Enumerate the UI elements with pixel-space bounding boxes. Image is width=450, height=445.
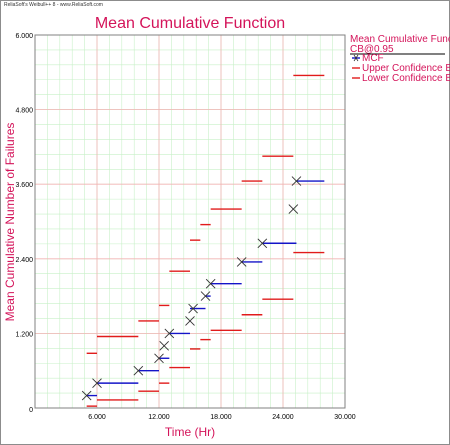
- marker-stroke: [164, 328, 175, 339]
- legend: Mean Cumulative Function CB@0.95 MCFUppe…: [350, 34, 450, 84]
- header-credit: ReliaSoft's Weibull++ 8 - www.ReliaSoft.…: [4, 2, 103, 8]
- y-tick-label-zero: 0: [29, 407, 33, 414]
- x-tick-label: 30.000: [334, 414, 356, 421]
- marker-stroke: [133, 365, 144, 376]
- marker-stroke: [236, 257, 247, 267]
- marker-stroke: [291, 176, 302, 186]
- axis-layer: 6.000 12.000 18.000 24.000 30.000 1.200 2.400 3…: [15, 33, 355, 421]
- legend-title: Mean Cumulative Function: [350, 34, 450, 45]
- mcf-point-marker: [236, 257, 247, 267]
- mcf-point-marker: [288, 204, 299, 214]
- grid-layer: [35, 35, 345, 408]
- plot-frame: [34, 34, 346, 409]
- mcf-point-marker: [257, 238, 268, 249]
- legend-marker: [353, 54, 359, 62]
- mcf-point-marker: [133, 365, 144, 376]
- mcf-point-marker: [291, 176, 302, 186]
- x-tick-label: 12.000: [148, 414, 170, 421]
- legend-label-upper-bound: Upper Confidence Bounds: [362, 63, 450, 74]
- mcf-point-marker: [188, 303, 198, 314]
- mcf-point-marker: [92, 378, 102, 388]
- mcf-point-marker: [185, 316, 195, 326]
- legend-label-lower-bound: Lower Confidence Bounds: [362, 73, 450, 84]
- marker-stroke: [205, 278, 216, 289]
- y-tick-label: 3.600: [15, 182, 33, 189]
- chart-title: Mean Cumulative Function: [95, 15, 285, 32]
- mcf-point-marker: [200, 291, 211, 301]
- x-tick-label: 6.000: [88, 414, 106, 421]
- marker-stroke: [185, 316, 195, 326]
- marker-stroke: [154, 353, 164, 364]
- y-axis-label: Mean Cumulative Number of Failures: [3, 123, 17, 322]
- x-axis-label: Time (Hr): [165, 425, 215, 439]
- plot-background: [35, 35, 345, 408]
- y-tick-label: 1.200: [15, 331, 33, 338]
- marker-stroke: [288, 204, 299, 214]
- y-tick-label: 6.000: [15, 33, 33, 40]
- marker-stroke: [257, 238, 268, 249]
- x-tick-label: 24.000: [272, 414, 294, 421]
- marker-stroke: [200, 291, 211, 301]
- series-layer: [81, 74, 325, 407]
- mcf-point-marker: [164, 328, 175, 339]
- y-tick-label: 4.800: [15, 108, 33, 115]
- marker-stroke: [159, 341, 169, 351]
- mcf-point-marker: [81, 390, 92, 401]
- marker-stroke: [92, 378, 102, 388]
- y-tick-label: 2.400: [15, 257, 33, 264]
- mcf-point-marker: [205, 278, 216, 289]
- mcf-point-marker: [159, 341, 169, 351]
- mcf-point-marker: [154, 353, 164, 364]
- marker-stroke: [81, 390, 92, 401]
- legend-label-mcf: MCF: [362, 53, 384, 64]
- legend-subtitle: CB@0.95: [350, 44, 394, 55]
- x-tick-label: 18.000: [210, 414, 232, 421]
- marker-stroke: [188, 303, 198, 314]
